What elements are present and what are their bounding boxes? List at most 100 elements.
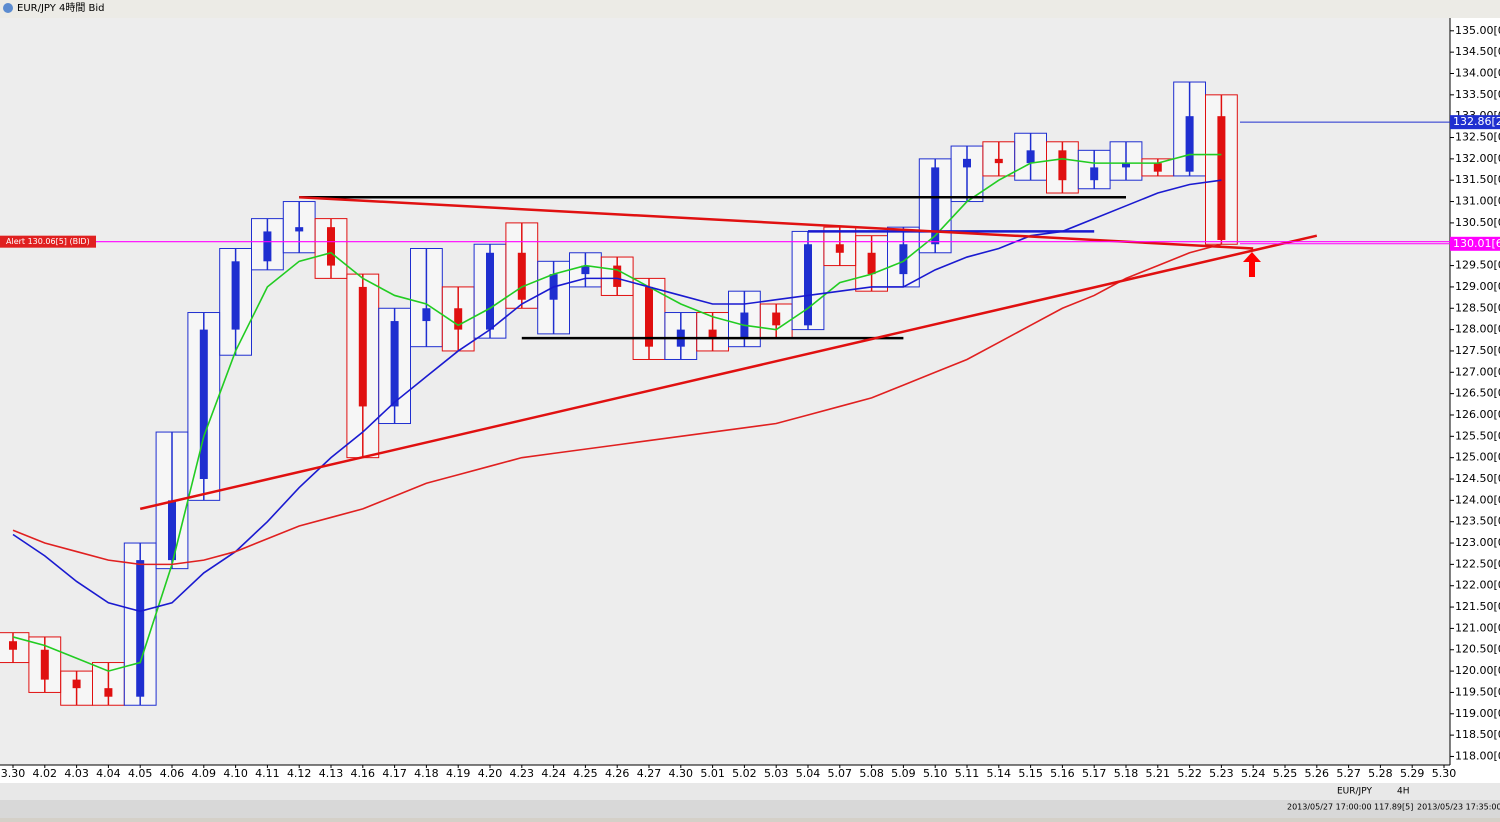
x-tick-label: 4.17 xyxy=(382,767,407,780)
x-tick-label: 5.08 xyxy=(859,767,884,780)
candle-body xyxy=(1217,116,1226,240)
x-tick-label: 5.25 xyxy=(1273,767,1298,780)
x-tick-label: 5.10 xyxy=(923,767,948,780)
server-time: 2013/05/23 17:35:00 xyxy=(1417,803,1500,812)
x-tick-label: 5.24 xyxy=(1241,767,1266,780)
y-tick-label: 134.00[0 xyxy=(1455,66,1500,79)
y-tick-label: 132.00[0 xyxy=(1455,152,1500,165)
trend-line xyxy=(299,196,1254,250)
title-bar xyxy=(0,0,1500,18)
time-axis xyxy=(0,765,1500,783)
x-tick-label: 5.26 xyxy=(1305,767,1330,780)
candle-body xyxy=(486,252,494,330)
y-tick-label: 130.50[0 xyxy=(1455,216,1500,229)
plot: 118.00[0 118.50[0 119.00[0 119.50[0 120.00[0… xyxy=(0,24,1500,780)
y-tick-label: 121.50[0 xyxy=(1455,600,1500,613)
x-tick-label: 4.23 xyxy=(510,767,535,780)
alert-label: Alert 130.06[5] (BID) xyxy=(6,237,90,246)
x-tick-label: 5.16 xyxy=(1050,767,1075,780)
candle-body xyxy=(136,560,145,697)
x-tick-label: 4.02 xyxy=(33,767,58,780)
candle-body xyxy=(708,329,717,339)
candle-body xyxy=(295,227,304,232)
y-tick-label: 118.50[0 xyxy=(1455,728,1500,741)
x-tick-label: 4.19 xyxy=(446,767,471,780)
candle-body xyxy=(899,244,908,275)
x-tick-label: 4.13 xyxy=(319,767,344,780)
y-tick-label: 124.50[0 xyxy=(1455,472,1500,485)
cursor-time: 2013/05/27 17:00:00 xyxy=(1287,803,1372,812)
window-title: EUR/JPY 4時間 Bid xyxy=(17,2,105,14)
price-tag xyxy=(1450,236,1500,251)
candle-body xyxy=(581,265,590,275)
candle-body xyxy=(72,679,81,689)
cursor-price: 117.89[5] xyxy=(1374,803,1413,812)
candle-body xyxy=(1122,163,1130,168)
y-tick-label: 119.50[0 xyxy=(1455,685,1500,698)
candle-body xyxy=(390,321,399,407)
x-tick-label: 5.04 xyxy=(796,767,821,780)
candle-body xyxy=(199,329,208,480)
y-tick-label: 119.00[0 xyxy=(1455,707,1500,720)
candle-body xyxy=(422,308,431,322)
price-label: 130.01[6 xyxy=(1453,237,1500,250)
x-tick-label: 5.29 xyxy=(1400,767,1425,780)
y-tick-label: 129.50[0 xyxy=(1455,259,1500,272)
x-tick-label: 4.04 xyxy=(96,767,121,780)
x-tick-label: 5.02 xyxy=(732,767,757,780)
y-tick-label: 133.50[0 xyxy=(1455,88,1500,101)
candle-body xyxy=(168,500,176,561)
x-tick-label: 4.18 xyxy=(414,767,439,780)
x-tick-label: 5.15 xyxy=(1018,767,1043,780)
x-tick-label: 5.09 xyxy=(891,767,916,780)
candle-body xyxy=(327,227,335,266)
y-tick-label: 122.00[0 xyxy=(1455,579,1500,592)
y-tick-label: 125.50[0 xyxy=(1455,429,1500,442)
y-tick-label: 128.50[0 xyxy=(1455,301,1500,314)
y-tick-label: 123.00[0 xyxy=(1455,536,1500,549)
price-label: 132.86[2 xyxy=(1453,115,1500,128)
candle-body xyxy=(867,252,876,275)
candle-body xyxy=(1090,167,1099,181)
x-tick-label: 4.12 xyxy=(287,767,312,780)
x-tick-label: 5.11 xyxy=(955,767,980,780)
window-icon xyxy=(3,3,13,13)
candle-body xyxy=(931,167,940,245)
x-tick-label: 3.30 xyxy=(1,767,26,780)
y-tick-label: 131.50[0 xyxy=(1455,173,1500,186)
candle-body xyxy=(645,286,653,347)
candle-body xyxy=(40,649,49,680)
y-tick-label: 134.50[0 xyxy=(1455,45,1500,58)
scrollbar[interactable] xyxy=(0,783,1500,800)
candle-body xyxy=(994,158,1003,164)
x-tick-label: 4.16 xyxy=(351,767,376,780)
timeframe-select[interactable]: 4H xyxy=(1397,787,1410,797)
y-tick-label: 128.00[0 xyxy=(1455,323,1500,336)
x-tick-label: 4.03 xyxy=(64,767,89,780)
status-bar xyxy=(0,800,1500,818)
candle-body xyxy=(9,641,17,650)
symbol-select[interactable]: EUR/JPY xyxy=(1337,787,1372,797)
x-tick-label: 5.30 xyxy=(1432,767,1457,780)
x-tick-label: 4.10 xyxy=(223,767,248,780)
candle-body xyxy=(613,265,622,287)
arrow xyxy=(1243,252,1261,277)
x-tick-label: 4.11 xyxy=(255,767,280,780)
x-tick-label: 5.23 xyxy=(1209,767,1234,780)
y-tick-label: 126.00[0 xyxy=(1455,408,1500,421)
x-tick-label: 4.20 xyxy=(478,767,503,780)
y-tick-label: 126.50[0 xyxy=(1455,387,1500,400)
candle-body xyxy=(517,252,526,300)
window-controls[interactable] xyxy=(1450,0,1500,18)
candle-body xyxy=(231,261,240,330)
y-tick-label: 124.00[0 xyxy=(1455,493,1500,506)
price-axis xyxy=(1450,18,1500,765)
candle-body xyxy=(104,688,113,697)
y-tick-label: 118.00[0 xyxy=(1455,749,1500,762)
x-tick-label: 4.09 xyxy=(192,767,217,780)
y-tick-label: 127.50[0 xyxy=(1455,344,1500,357)
x-tick-label: 5.07 xyxy=(828,767,853,780)
x-tick-label: 4.05 xyxy=(128,767,153,780)
x-tick-label: 4.30 xyxy=(669,767,694,780)
